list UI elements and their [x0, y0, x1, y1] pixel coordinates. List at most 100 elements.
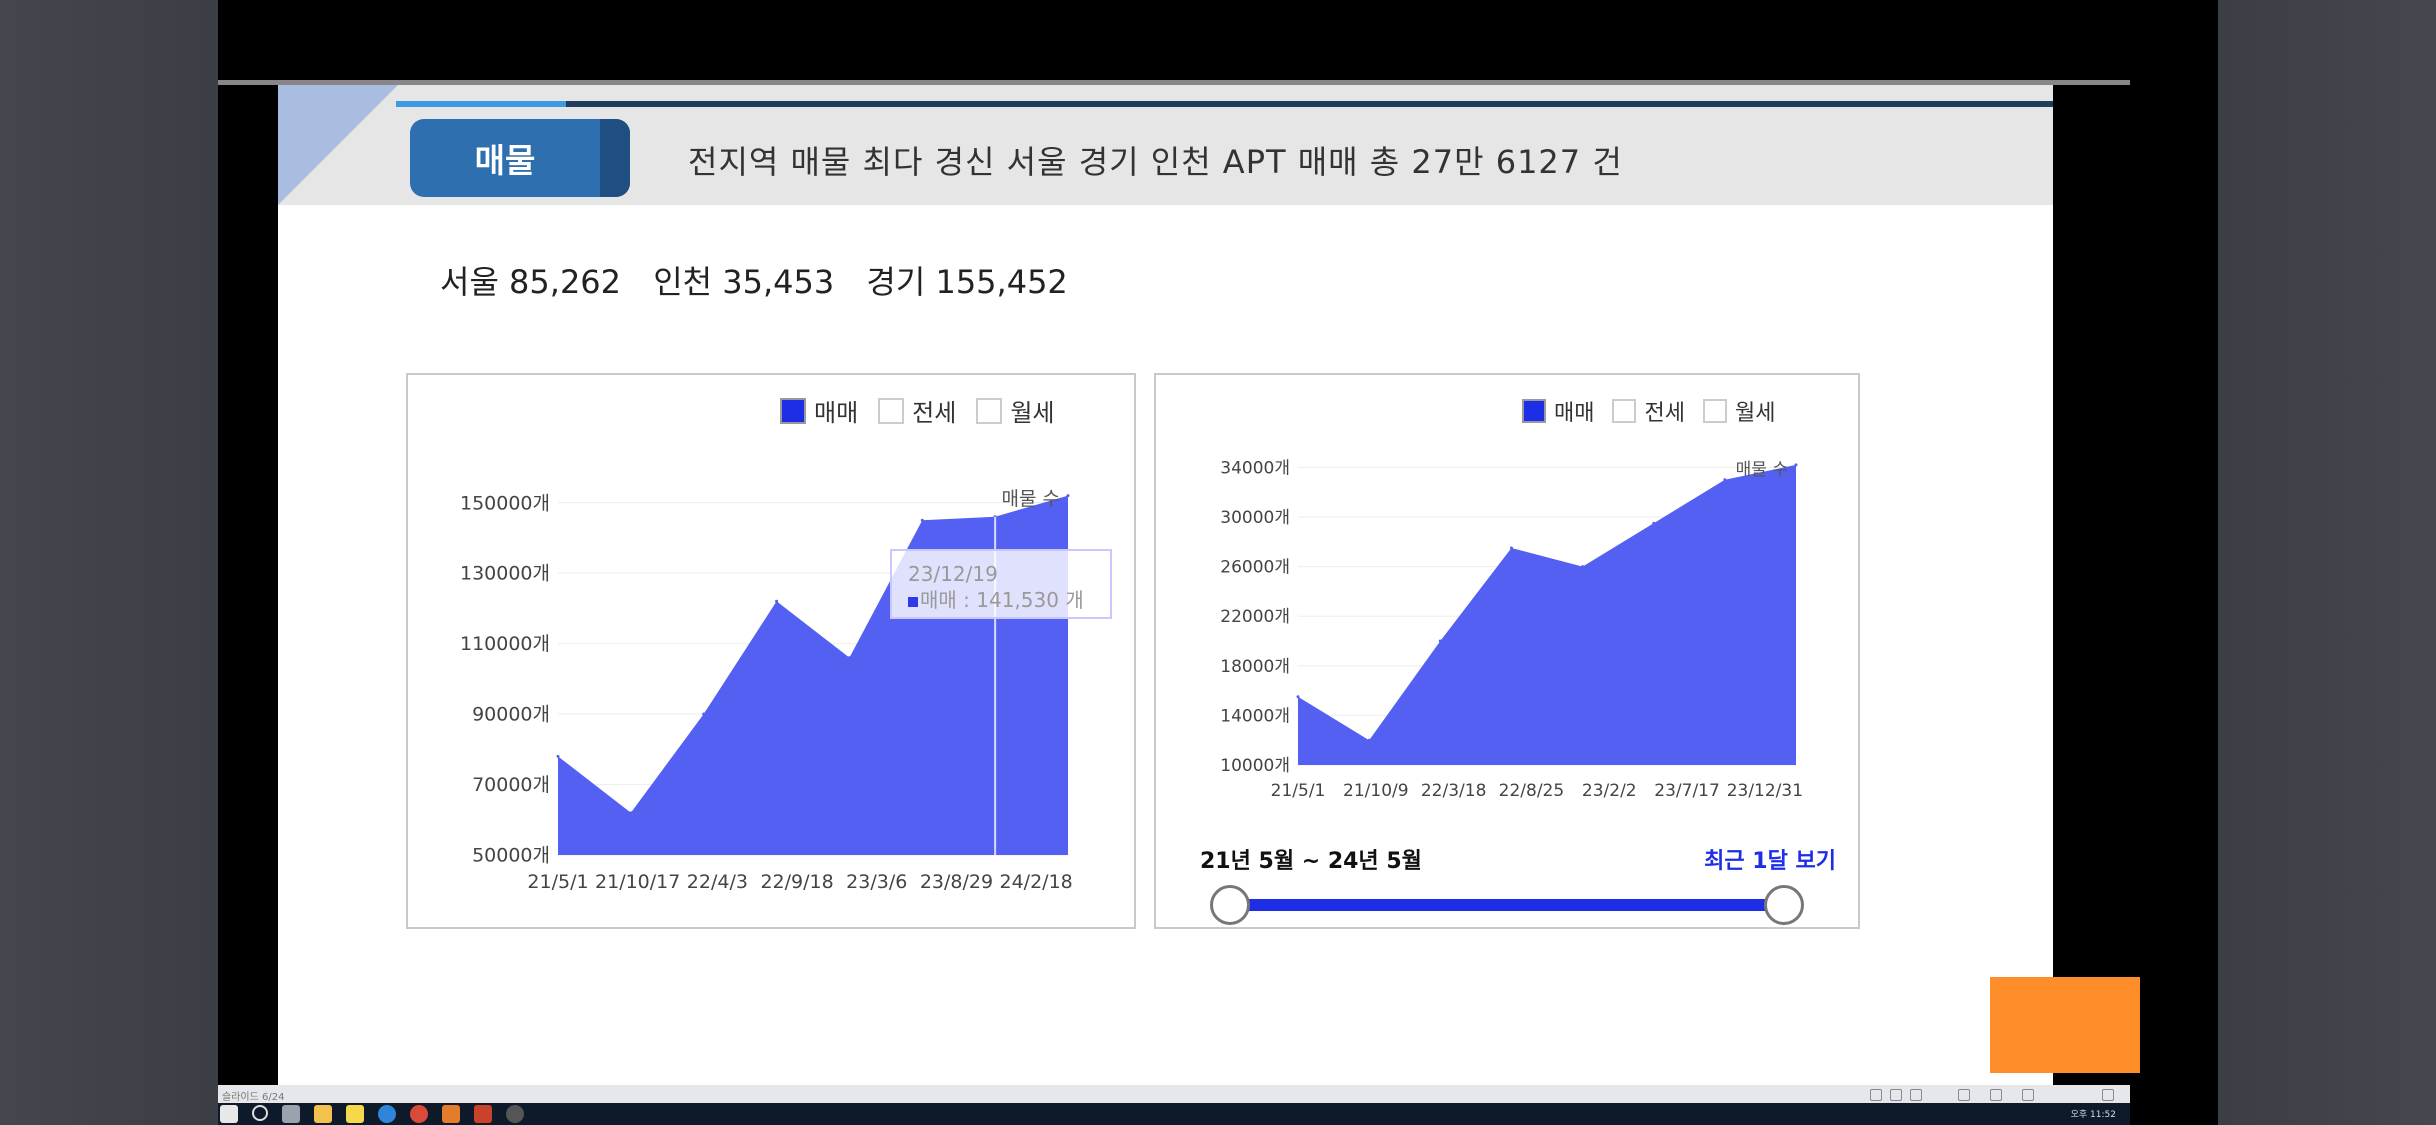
- chart-tooltip: 23/12/19 매매 : 141,530 개: [890, 549, 1112, 619]
- zoom-out-icon[interactable]: [1990, 1089, 2002, 1101]
- checkbox-checked-icon[interactable]: [1522, 399, 1546, 423]
- range-label: 21년 5월 ~ 24년 5월: [1200, 849, 1422, 874]
- y-tick-label: 90000개: [472, 704, 550, 726]
- checkbox-icon[interactable]: [878, 397, 905, 424]
- y-tick-label: 70000개: [472, 774, 550, 796]
- legend-monthly[interactable]: 월세: [976, 393, 1055, 428]
- area-series-sale: [1298, 464, 1796, 765]
- series-annotation: 매물 수: [1736, 460, 1788, 480]
- tooltip-value-row: 매매 : 141,530 개: [908, 587, 1094, 613]
- legend-sale-label: 매매: [1554, 401, 1595, 426]
- header-corner-decoration: [278, 85, 398, 205]
- slide-top-border: [218, 80, 2130, 85]
- x-tick-label: 22/8/25: [1499, 781, 1565, 801]
- taskbar-clock: 오후 11:52: [2070, 1110, 2116, 1120]
- x-tick-label: 21/10/17: [595, 871, 680, 893]
- slide-counter: 슬라이드 6/24: [222, 1092, 285, 1103]
- chart-panel-range: 매매 전세 월세 34000개 30000개 26000개 22000개 18000개 1…: [1154, 373, 1860, 929]
- legend-monthly[interactable]: 월세: [1702, 395, 1776, 427]
- checkbox-icon[interactable]: [1702, 399, 1727, 423]
- task-view-icon[interactable]: [282, 1105, 300, 1123]
- range-slider-start-handle[interactable]: [1210, 885, 1250, 925]
- view-reading-icon[interactable]: [1910, 1089, 1922, 1101]
- file-explorer-icon[interactable]: [314, 1105, 332, 1123]
- y-tick-label: 18000개: [1220, 657, 1290, 677]
- range-slider-track[interactable]: [1214, 899, 1782, 911]
- sticky-notes-icon[interactable]: [346, 1105, 364, 1123]
- data-point: [1509, 546, 1513, 550]
- data-point: [1438, 639, 1442, 643]
- series-dot-icon: [908, 597, 918, 607]
- chart-legend: 매매 전세 월세: [780, 393, 1055, 428]
- chart-panel-full: 매매 전세 월세 150000개 130000개 110000개 90000개 7000…: [406, 373, 1136, 929]
- y-tick-label: 110000개: [460, 633, 550, 655]
- start-icon[interactable]: [220, 1105, 238, 1123]
- legend-monthly-label: 월세: [1010, 399, 1055, 427]
- checkbox-icon[interactable]: [976, 397, 1003, 424]
- x-tick-label: 23/7/17: [1654, 781, 1720, 801]
- area-chart-range: 34000개 30000개 26000개 22000개 18000개 14000개 1000…: [1220, 458, 1803, 801]
- x-tick-label: 21/5/1: [527, 871, 588, 893]
- data-point: [1296, 695, 1300, 699]
- count-gyeonggi: 경기 155,452: [866, 263, 1068, 301]
- area-chart-full: 150000개 130000개 110000개 90000개 70000개 50000개 2…: [460, 488, 1073, 893]
- data-point: [629, 811, 633, 815]
- badge-edge: [600, 119, 630, 197]
- chart-legend: 매매 전세 월세: [1522, 395, 1775, 427]
- view-normal-icon[interactable]: [1870, 1089, 1882, 1101]
- x-tick-label: 23/3/6: [846, 871, 907, 893]
- tooltip-date: 23/12/19: [908, 562, 998, 586]
- x-tick-label: 22/4/3: [687, 871, 748, 893]
- powerpoint-icon[interactable]: [474, 1105, 492, 1123]
- data-point: [1581, 565, 1585, 569]
- fit-window-icon[interactable]: [2102, 1089, 2114, 1101]
- chrome-icon[interactable]: [410, 1105, 428, 1123]
- data-point: [1723, 478, 1727, 482]
- section-badge: 매물: [410, 119, 630, 197]
- header-rule-accent: [396, 101, 566, 107]
- y-tick-label: 26000개: [1220, 558, 1290, 578]
- windows-taskbar: [218, 1103, 2130, 1125]
- obs-icon[interactable]: [506, 1105, 524, 1123]
- data-point: [1794, 463, 1798, 467]
- background-left: [0, 0, 218, 1125]
- app-icon[interactable]: [442, 1105, 460, 1123]
- count-incheon: 인천 35,453: [653, 263, 835, 301]
- x-tick-label: 24/2/18: [1000, 871, 1073, 893]
- count-seoul: 서울 85,262: [440, 263, 622, 301]
- range-slider-end-handle[interactable]: [1764, 885, 1804, 925]
- y-tick-label: 14000개: [1220, 706, 1290, 726]
- y-tick-label: 130000개: [460, 563, 550, 585]
- legend-sale[interactable]: 매매: [1522, 395, 1594, 427]
- recent-month-button[interactable]: 최근 1달 보기: [1704, 849, 1836, 874]
- data-point: [775, 599, 779, 603]
- x-tick-label: 23/2/2: [1582, 781, 1637, 801]
- data-point: [1066, 494, 1070, 498]
- presentation-slide: 매물 전지역 매물 최다 경신 서울 경기 인천 APT 매매 총 27만 61…: [278, 85, 2053, 1085]
- zoom-in-icon[interactable]: [2022, 1089, 2034, 1101]
- legend-monthly-label: 월세: [1734, 401, 1776, 426]
- x-tick-label: 21/5/1: [1271, 781, 1326, 801]
- y-tick-label: 150000개: [460, 492, 550, 514]
- data-point: [702, 712, 706, 716]
- legend-jeonse[interactable]: 전세: [1612, 395, 1685, 427]
- x-tick-label: 22/9/18: [760, 871, 833, 893]
- checkbox-icon[interactable]: [1612, 399, 1637, 423]
- y-tick-label: 50000개: [472, 845, 550, 867]
- legend-jeonse[interactable]: 전세: [878, 393, 956, 428]
- search-icon[interactable]: [252, 1105, 268, 1121]
- data-point: [847, 656, 851, 660]
- legend-sale[interactable]: 매매: [780, 393, 858, 428]
- view-sorter-icon[interactable]: [1890, 1089, 1902, 1101]
- legend-jeonse-label: 전세: [912, 399, 957, 427]
- view-slideshow-icon[interactable]: [1958, 1089, 1970, 1101]
- background-right: [2218, 0, 2436, 1125]
- slide-headline: 전지역 매물 최다 경신 서울 경기 인천 APT 매매 총 27만 6127 …: [688, 143, 1623, 181]
- legend-jeonse-label: 전세: [1644, 401, 1685, 426]
- data-point: [556, 754, 560, 758]
- edge-icon[interactable]: [378, 1105, 396, 1123]
- data-point: [920, 518, 924, 522]
- region-counts: 서울 85,262 인천 35,453 경기 155,452: [440, 257, 1090, 303]
- section-badge-label: 매물: [474, 141, 536, 180]
- checkbox-checked-icon[interactable]: [780, 397, 806, 424]
